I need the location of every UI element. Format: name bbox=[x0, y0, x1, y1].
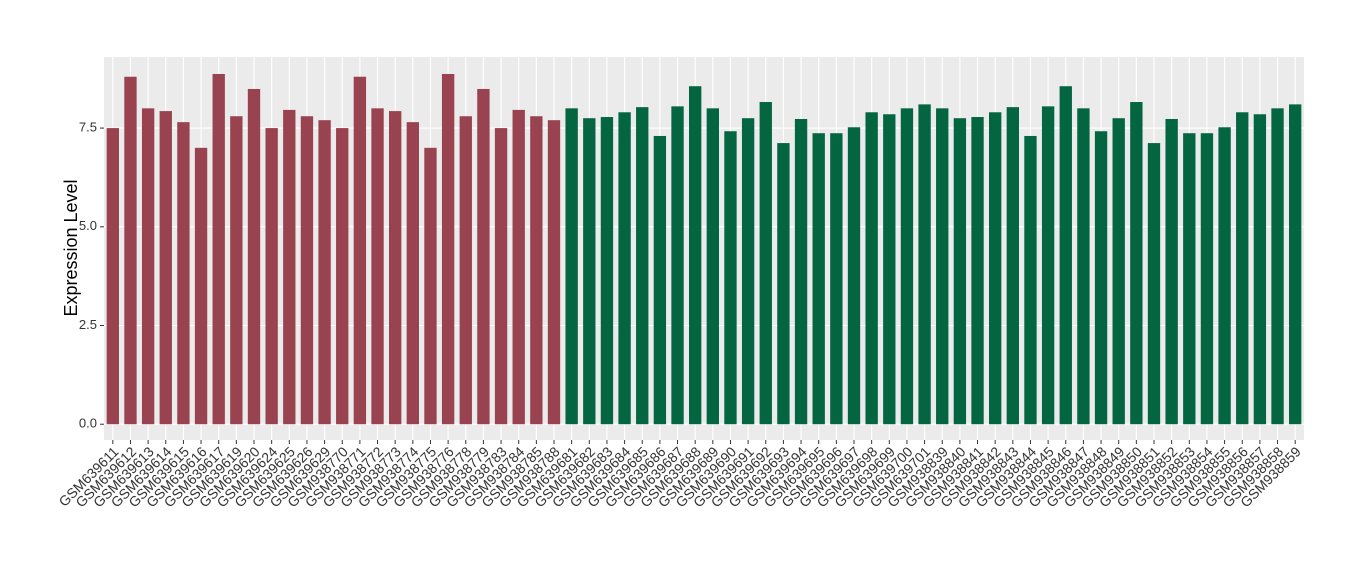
bar bbox=[971, 117, 984, 425]
bar bbox=[1183, 133, 1196, 425]
bar bbox=[353, 76, 367, 425]
bar bbox=[1112, 118, 1125, 425]
bar bbox=[936, 108, 949, 425]
bar bbox=[759, 102, 772, 425]
bar bbox=[477, 88, 490, 425]
bar bbox=[336, 128, 349, 425]
y-tick-label: 2.5 bbox=[79, 317, 97, 332]
bar bbox=[1041, 106, 1055, 425]
bar bbox=[547, 120, 561, 425]
bar bbox=[777, 143, 790, 425]
bar bbox=[371, 108, 384, 425]
bar bbox=[830, 133, 843, 425]
bar bbox=[159, 111, 172, 425]
bar bbox=[847, 127, 861, 425]
bar bbox=[1024, 135, 1037, 425]
bar bbox=[1006, 107, 1019, 425]
bar bbox=[106, 128, 119, 425]
y-axis-title: Expression Level bbox=[61, 179, 81, 316]
bar bbox=[141, 108, 155, 425]
bar bbox=[1165, 118, 1178, 425]
bar bbox=[671, 106, 684, 425]
y-tick-label: 7.5 bbox=[79, 120, 97, 135]
bar bbox=[812, 133, 825, 425]
bar bbox=[583, 118, 596, 425]
bar bbox=[406, 122, 419, 425]
bar bbox=[1147, 143, 1161, 425]
bar bbox=[389, 111, 402, 425]
bar bbox=[124, 76, 137, 425]
y-tick-label: 5.0 bbox=[79, 218, 97, 233]
bar bbox=[741, 118, 755, 425]
bar bbox=[1094, 131, 1108, 425]
bar bbox=[265, 128, 278, 425]
bar bbox=[230, 116, 243, 425]
bar bbox=[1077, 108, 1090, 425]
bar bbox=[653, 135, 667, 425]
bar bbox=[865, 112, 878, 425]
bar bbox=[1271, 108, 1284, 425]
bar bbox=[1059, 86, 1072, 425]
bar bbox=[212, 73, 225, 425]
bar bbox=[1130, 102, 1143, 425]
bar bbox=[318, 120, 331, 425]
bar bbox=[530, 116, 543, 425]
bar bbox=[883, 114, 896, 425]
bar bbox=[441, 73, 455, 425]
bar bbox=[918, 104, 931, 425]
bar bbox=[1289, 104, 1302, 425]
bar bbox=[989, 112, 1002, 425]
bar bbox=[194, 147, 208, 425]
bar bbox=[300, 116, 314, 425]
bar bbox=[459, 116, 472, 425]
bar bbox=[636, 107, 649, 425]
bar bbox=[1253, 114, 1267, 425]
bar bbox=[565, 108, 578, 425]
bar bbox=[600, 117, 614, 425]
bar bbox=[794, 118, 808, 425]
bar bbox=[177, 122, 190, 425]
bar bbox=[247, 88, 261, 425]
bar bbox=[424, 147, 437, 425]
bar bbox=[1218, 127, 1231, 425]
bar bbox=[512, 109, 525, 425]
bar bbox=[283, 109, 296, 425]
bar bbox=[1200, 133, 1214, 425]
bar bbox=[900, 108, 914, 425]
bar bbox=[706, 108, 719, 425]
bar bbox=[618, 112, 631, 425]
bar bbox=[494, 128, 508, 425]
bar bbox=[953, 118, 967, 425]
bar bbox=[1236, 112, 1249, 425]
bar bbox=[689, 86, 702, 425]
y-tick-label: 0.0 bbox=[79, 416, 97, 431]
bar bbox=[724, 131, 737, 425]
